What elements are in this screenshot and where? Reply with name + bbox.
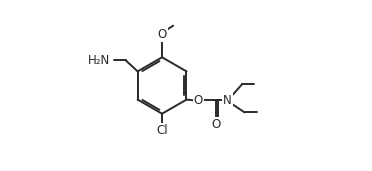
Text: O: O bbox=[212, 118, 221, 131]
Text: O: O bbox=[157, 28, 167, 41]
Text: O: O bbox=[193, 94, 203, 107]
Text: Cl: Cl bbox=[156, 124, 168, 137]
Text: N: N bbox=[223, 94, 232, 107]
Text: H₂N: H₂N bbox=[88, 54, 110, 67]
